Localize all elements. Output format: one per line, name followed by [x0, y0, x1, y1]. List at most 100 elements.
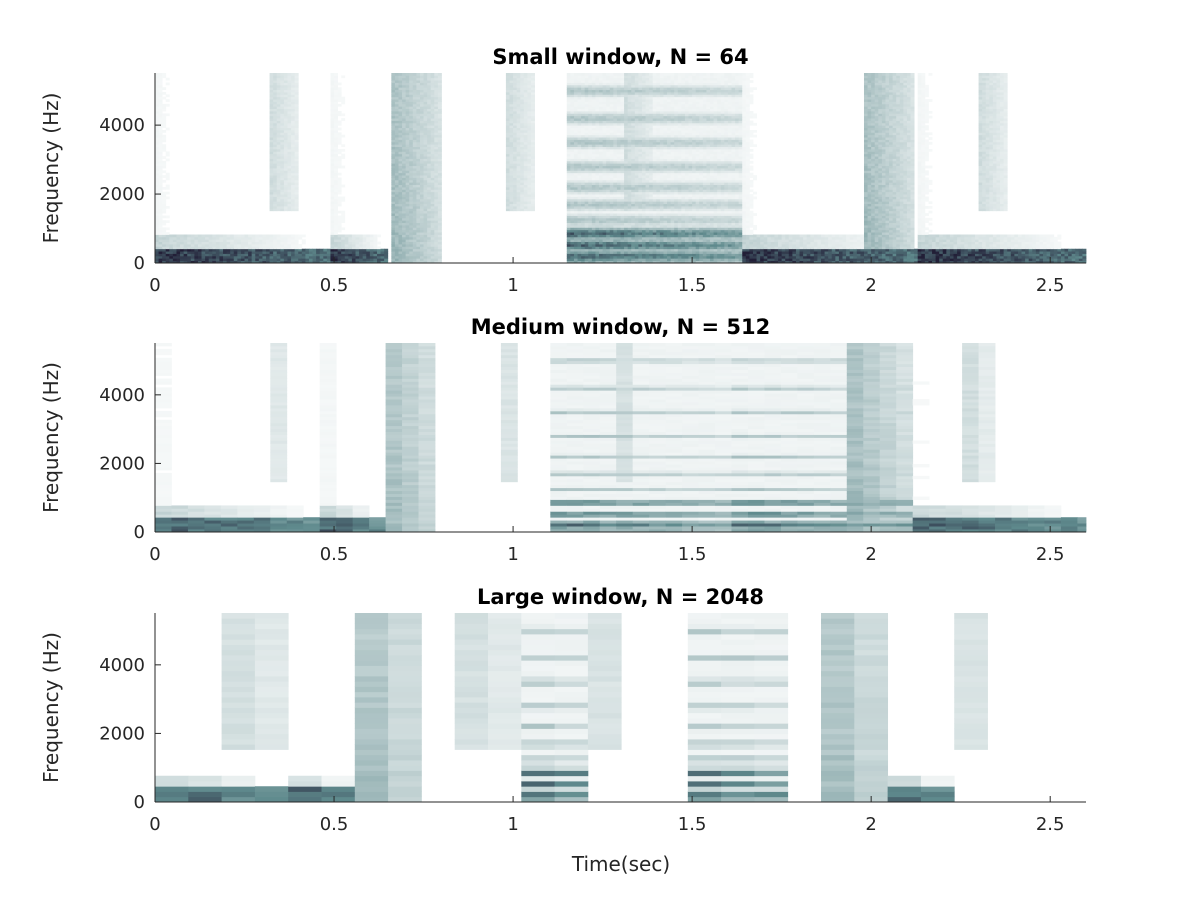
spectrogram-cell	[570, 241, 575, 245]
spectrogram-cell	[641, 217, 646, 221]
spectrogram-cell	[294, 203, 299, 207]
spectrogram-cell	[638, 175, 643, 178]
spectrogram-cell	[158, 253, 163, 257]
spectrogram-cell	[516, 111, 521, 114]
spectrogram-cell	[427, 215, 432, 219]
spectrogram-cell	[602, 165, 607, 169]
spectrogram-cell	[606, 134, 611, 138]
spectrogram-cell	[427, 220, 432, 224]
spectrogram-cell	[631, 253, 636, 257]
spectrogram-cell	[419, 217, 424, 221]
spectrogram-cell	[276, 255, 281, 259]
spectrogram-cell	[620, 158, 625, 162]
spectrogram-cell	[588, 122, 593, 126]
spectrogram-cell	[334, 103, 339, 107]
spectrogram-cell	[287, 127, 292, 131]
spectrogram-cell	[405, 73, 410, 76]
spectrogram-cell	[334, 75, 339, 79]
spectrogram-cell	[330, 229, 335, 233]
spectrogram-cell	[287, 189, 292, 193]
spectrogram-cell	[402, 139, 407, 143]
spectrogram-cell	[294, 153, 299, 157]
spectrogram-cell	[595, 118, 600, 121]
spectrogram-cell	[330, 156, 335, 159]
spectrogram-cell	[570, 172, 575, 176]
spectrogram-cell	[631, 96, 636, 100]
spectrogram-cell	[294, 120, 299, 124]
spectrogram-cell	[505, 108, 510, 112]
spectrogram-cell	[291, 82, 296, 86]
spectrogram-cell	[527, 134, 532, 138]
spectrogram-cell	[409, 198, 414, 202]
spectrogram-cell	[523, 127, 528, 131]
spectrogram-cell	[409, 255, 414, 259]
spectrogram-cell	[584, 251, 589, 254]
spectrogram-cell	[409, 158, 414, 162]
spectrogram-cell	[634, 92, 639, 95]
spectrogram-cell	[606, 165, 611, 169]
spectrogram-cell	[330, 111, 335, 114]
spectrogram-cell	[172, 244, 177, 247]
spectrogram-cell	[276, 132, 281, 136]
spectrogram-cell	[334, 144, 339, 148]
spectrogram-cell	[616, 234, 621, 238]
spectrogram-cell	[405, 94, 410, 98]
spectrogram-cell	[233, 236, 238, 240]
spectrogram-cell	[527, 198, 532, 202]
spectrogram-cell	[602, 248, 607, 252]
spectrogram-cell	[416, 229, 421, 233]
spectrogram-cell	[155, 132, 159, 136]
spectrogram-cell	[584, 229, 589, 233]
spectrogram-cell	[595, 244, 600, 247]
spectrogram-cell	[423, 146, 428, 150]
spectrogram-cell	[412, 139, 417, 143]
spectrogram-cell	[398, 182, 403, 186]
spectrogram-cell	[505, 158, 510, 162]
spectrogram-cell	[573, 127, 578, 131]
spectrogram-cell	[613, 80, 618, 83]
spectrogram-cell	[269, 177, 274, 181]
spectrogram-cell	[405, 130, 410, 133]
spectrogram-cell	[530, 146, 535, 150]
spectrogram-cell	[577, 170, 582, 174]
spectrogram-cell	[266, 248, 270, 252]
spectrogram-cell	[584, 113, 589, 117]
spectrogram-cell	[616, 244, 621, 247]
spectrogram-cell	[283, 111, 288, 114]
spectrogram-cell	[334, 99, 339, 102]
spectrogram-cell	[641, 87, 646, 91]
spectrogram-cell	[599, 244, 603, 247]
spectrogram-cell	[573, 213, 578, 216]
spectrogram-cell	[516, 141, 521, 145]
spectrogram-cell	[423, 225, 428, 228]
spectrogram-cell	[215, 251, 220, 254]
spectrogram-cell	[280, 160, 285, 164]
spectrogram-cell	[437, 253, 442, 257]
spectrogram-cell	[155, 103, 159, 107]
spectrogram-cell	[606, 217, 611, 221]
spectrogram-cell	[434, 82, 439, 86]
spectrogram-cell	[616, 82, 621, 86]
spectrogram-cell	[581, 253, 586, 257]
spectrogram-cell	[595, 184, 600, 188]
spectrogram-cell	[391, 160, 396, 164]
spectrogram-cell	[294, 139, 299, 143]
spectrogram-cell	[330, 213, 335, 216]
spectrogram-cell	[280, 170, 285, 174]
spectrogram-cell	[513, 80, 518, 83]
spectrogram-cell	[165, 258, 170, 262]
spectrogram-cell	[283, 96, 288, 100]
spectrogram-cell	[276, 87, 281, 91]
spectrogram-cell	[588, 189, 593, 193]
spectrogram-cell	[631, 194, 636, 197]
spectrogram-cell	[165, 206, 170, 209]
spectrogram-cell	[527, 120, 532, 124]
spectrogram-cell	[273, 153, 278, 157]
spectrogram-cell	[412, 239, 417, 243]
spectrogram-cell	[276, 203, 281, 207]
spectrogram-cell	[351, 248, 356, 252]
spectrogram-cell	[591, 232, 596, 235]
spectrogram-cell	[412, 113, 417, 117]
spectrogram-cell	[609, 77, 614, 81]
spectrogram-cell	[566, 73, 571, 76]
